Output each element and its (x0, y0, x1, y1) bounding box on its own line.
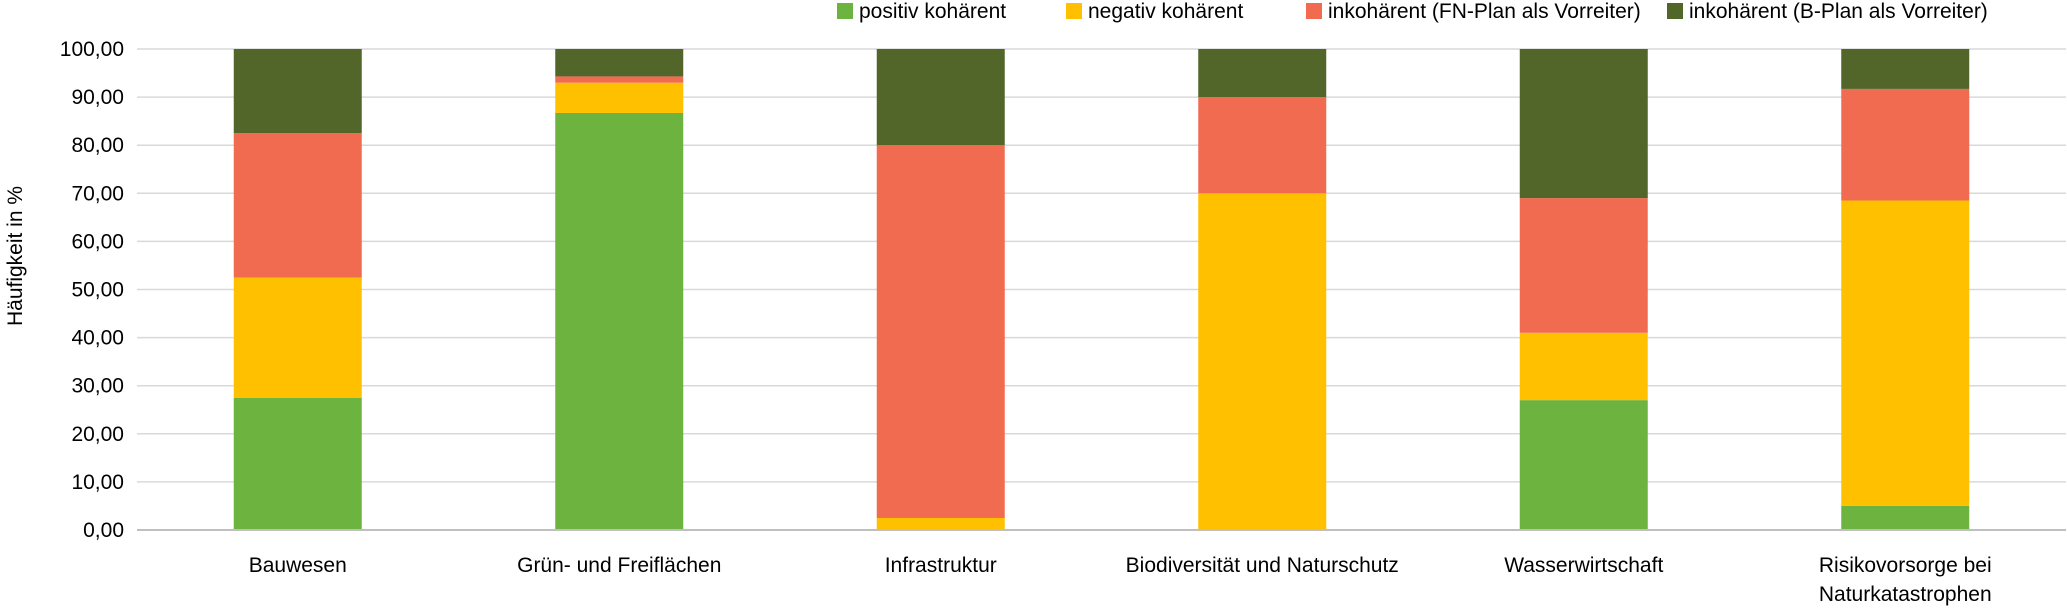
bar-segment-3 (555, 76, 684, 83)
legend-swatch (1306, 3, 1322, 19)
legend-label: positiv kohärent (859, 0, 1006, 23)
legend-swatch (1667, 3, 1683, 19)
y-axis-label: Häufigkeit in % (4, 186, 27, 326)
bar-segment-1 (1519, 400, 1648, 530)
bar-segment-3 (1519, 198, 1648, 333)
bar-segment-2 (233, 277, 362, 398)
bar-segment-3 (233, 133, 362, 278)
y-tick-label: 70,00 (71, 182, 124, 205)
legend: positiv kohärent negativ kohärent inkohäre… (837, 0, 1988, 23)
y-tick-label: 30,00 (71, 375, 124, 398)
bar-segment-2 (555, 82, 684, 113)
bars (233, 49, 1970, 531)
legend-label: inkohärent (FN-Plan als Vorreiter) (1328, 0, 1641, 23)
bar-segment-2 (876, 517, 1005, 530)
y-tick-label: 20,00 (71, 423, 124, 446)
bar-segment-3 (1198, 97, 1327, 194)
y-tick-label: 60,00 (71, 230, 124, 253)
bar-segment-4 (876, 49, 1005, 146)
x-tick-label: Risikovorsorge bei (1819, 554, 1992, 577)
x-tick-label: Biodiversität und Naturschutz (1126, 554, 1399, 577)
bar-segment-4 (233, 49, 362, 134)
x-tick-label: Grün- und Freiflächen (517, 554, 721, 577)
bar-segment-1 (233, 397, 362, 530)
legend-label: inkohärent (B-Plan als Vorreiter) (1689, 0, 1988, 23)
x-tick-label: Infrastruktur (885, 554, 997, 577)
y-tick-label: 100,00 (60, 38, 124, 61)
y-tick-label: 50,00 (71, 279, 124, 302)
legend-label: negativ kohärent (1088, 0, 1243, 23)
bar-segment-3 (876, 145, 1005, 518)
y-tick-label: 10,00 (71, 471, 124, 494)
x-tick-label: Bauwesen (249, 554, 347, 577)
bar-segment-4 (1198, 49, 1327, 98)
y-tick-label: 80,00 (71, 134, 124, 157)
legend-swatch (1066, 3, 1082, 19)
y-tick-label: 0,00 (83, 519, 124, 542)
bar-segment-4 (555, 49, 684, 77)
bar-segment-4 (1519, 49, 1648, 199)
bar-segment-2 (1198, 193, 1327, 531)
gridlines (137, 48, 2066, 483)
y-tick-label: 90,00 (71, 86, 124, 109)
bar-segment-2 (1841, 200, 1970, 506)
bar-segment-2 (1519, 332, 1648, 401)
bar-segment-4 (1841, 49, 1970, 89)
y-tick-label: 40,00 (71, 327, 124, 350)
x-tick-label: Naturkatastrophen (1819, 583, 1992, 606)
bar-segment-1 (1841, 505, 1970, 530)
bar-segment-3 (1841, 88, 1970, 201)
axes: 0,00 10,00 20,00 30,00 40,00 50,00 60,00 70,00 8… (60, 38, 2066, 606)
bar-segment-1 (555, 112, 684, 531)
x-tick-label: Wasserwirtschaft (1504, 554, 1663, 577)
legend-swatch (837, 3, 853, 19)
